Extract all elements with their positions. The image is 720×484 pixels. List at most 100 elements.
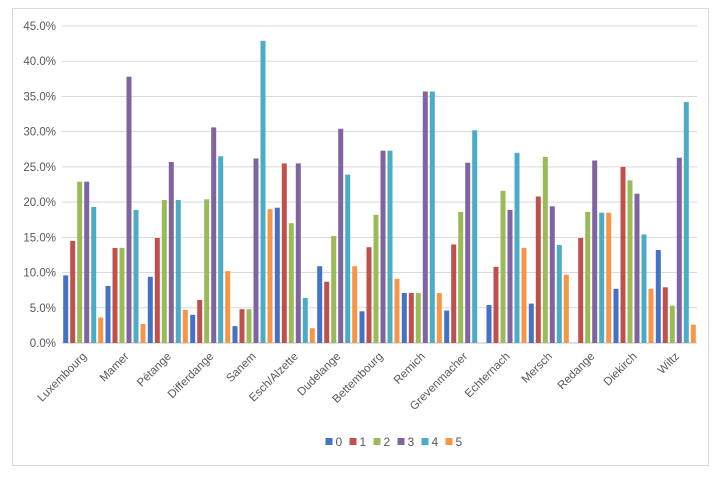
bar-4-11 — [556, 245, 562, 343]
legend-swatch-3 — [397, 438, 405, 445]
legend-label-4: 4 — [432, 435, 439, 449]
y-tick-label: 20.0% — [23, 197, 56, 209]
bar-2-14 — [669, 305, 675, 343]
bar-5-10 — [521, 247, 527, 343]
bar-2-9 — [458, 212, 464, 343]
bar-4-2 — [175, 200, 181, 343]
bar-0-3 — [190, 314, 196, 343]
bar-0-6 — [317, 266, 323, 343]
bar-4-0 — [91, 207, 97, 343]
bar-5-5 — [309, 328, 315, 343]
bar-2-7 — [373, 214, 379, 343]
bar-4-3 — [218, 156, 224, 343]
bar-3-6 — [338, 128, 344, 343]
bar-1-10 — [493, 266, 499, 343]
bar-2-3 — [204, 199, 210, 343]
bar-0-10 — [486, 305, 492, 343]
bar-0-14 — [655, 250, 661, 343]
bar-3-5 — [295, 163, 301, 343]
y-tick-label: 10.0% — [23, 268, 56, 280]
bar-4-8 — [429, 91, 435, 343]
bar-5-1 — [140, 324, 146, 343]
legend-swatch-0 — [325, 438, 333, 445]
bar-0-13 — [613, 288, 619, 343]
bar-4-1 — [133, 209, 139, 343]
bar-1-8 — [408, 293, 414, 343]
y-tick-label: 30.0% — [23, 127, 56, 139]
bar-2-0 — [77, 181, 83, 343]
bar-0-1 — [105, 285, 111, 343]
bar-1-0 — [70, 240, 76, 343]
bar-4-13 — [641, 234, 647, 343]
bar-3-8 — [422, 91, 428, 343]
bar-3-9 — [465, 162, 471, 343]
x-tick-label: Remich — [392, 351, 428, 387]
bar-1-5 — [281, 163, 287, 343]
x-tick-label: Diekirch — [602, 351, 640, 389]
bar-1-2 — [154, 238, 160, 343]
bar-1-11 — [535, 196, 541, 343]
bar-2-10 — [500, 190, 506, 343]
y-tick-label: 35.0% — [23, 91, 56, 103]
bar-0-9 — [444, 310, 450, 343]
bar-0-7 — [359, 311, 365, 343]
legend-swatch-2 — [373, 438, 381, 445]
bar-1-14 — [662, 287, 668, 343]
bar-3-10 — [507, 209, 513, 343]
bar-3-0 — [84, 181, 90, 343]
x-tick-label: Wiltz — [656, 350, 682, 376]
bar-1-12 — [578, 238, 584, 343]
bar-0-8 — [401, 293, 407, 343]
x-tick-label: Echternach — [463, 351, 513, 401]
bar-2-2 — [161, 200, 167, 343]
bar-5-8 — [436, 293, 442, 343]
bar-2-5 — [288, 223, 294, 343]
bars — [63, 40, 696, 344]
bar-4-9 — [472, 130, 478, 343]
legend-label-0: 0 — [336, 435, 343, 449]
legend: 0 1 2 3 4 5 — [325, 435, 463, 449]
legend-swatch-1 — [349, 438, 357, 445]
bar-1-6 — [324, 281, 330, 343]
bar-0-11 — [528, 303, 534, 343]
bar-0-0 — [63, 275, 69, 343]
bar-5-0 — [98, 317, 104, 343]
x-tick-label: Redange — [556, 351, 597, 392]
bar-2-11 — [542, 157, 548, 343]
bar-5-12 — [606, 212, 612, 343]
bar-3-11 — [549, 206, 555, 343]
y-axis-tick-labels: 0.0% 5.0% 10.0% 15.0% 20.0% 25.0% 30.0% 35.0% 40… — [23, 21, 56, 350]
bar-0-4 — [232, 326, 238, 343]
y-tick-label: 45.0% — [23, 21, 56, 33]
bar-5-11 — [563, 274, 569, 343]
legend-label-1: 1 — [360, 435, 367, 449]
bar-5-14 — [690, 324, 696, 343]
bar-4-7 — [387, 150, 393, 343]
bar-1-3 — [197, 300, 203, 343]
bar-1-7 — [366, 247, 372, 343]
x-tick-label: Mersch — [520, 351, 555, 386]
bar-4-4 — [260, 40, 266, 344]
legend-swatch-4 — [421, 438, 429, 445]
x-tick-label: Pétange — [135, 351, 174, 390]
bar-3-7 — [380, 150, 386, 343]
bar-3-1 — [126, 76, 132, 343]
bar-3-4 — [253, 158, 259, 343]
bar-3-13 — [634, 193, 640, 343]
bar-2-8 — [415, 293, 421, 343]
bar-4-12 — [599, 212, 605, 343]
bar-3-2 — [168, 162, 174, 343]
bar-4-10 — [514, 152, 520, 343]
bar-5-13 — [648, 288, 654, 343]
bar-3-3 — [211, 127, 217, 344]
y-tick-label: 15.0% — [23, 232, 56, 244]
bar-5-4 — [267, 209, 273, 343]
bar-1-13 — [620, 166, 626, 343]
bar-4-6 — [345, 174, 351, 343]
x-tick-label: Sanem — [224, 351, 258, 385]
bar-1-9 — [451, 244, 457, 343]
legend-label-5: 5 — [456, 435, 463, 449]
bar-0-2 — [147, 276, 153, 343]
